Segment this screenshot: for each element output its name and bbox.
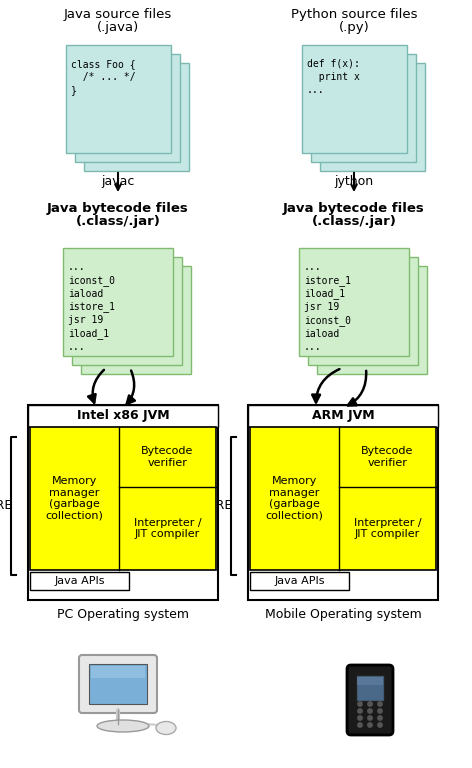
Circle shape <box>368 716 372 720</box>
Circle shape <box>378 716 382 720</box>
FancyBboxPatch shape <box>308 257 418 365</box>
Bar <box>250 427 436 570</box>
Text: Memory
manager
(garbage
collection): Memory manager (garbage collection) <box>46 476 103 521</box>
Circle shape <box>378 709 382 713</box>
FancyBboxPatch shape <box>75 54 180 162</box>
Text: Java APIs: Java APIs <box>54 576 105 586</box>
Ellipse shape <box>97 720 149 732</box>
Text: javac: javac <box>101 176 135 188</box>
Text: (.py): (.py) <box>338 21 370 34</box>
Text: Bytecode
verifier: Bytecode verifier <box>141 446 194 468</box>
Bar <box>30 572 129 590</box>
Circle shape <box>378 702 382 707</box>
Bar <box>250 572 349 590</box>
Text: PC Operating system: PC Operating system <box>57 608 189 621</box>
Text: Intel x86 JVM: Intel x86 JVM <box>76 409 169 422</box>
FancyBboxPatch shape <box>302 45 407 153</box>
Circle shape <box>368 723 372 727</box>
Circle shape <box>368 702 372 707</box>
Text: Java bytecode files: Java bytecode files <box>283 202 425 215</box>
Text: Interpreter /
JIT compiler: Interpreter / JIT compiler <box>354 518 421 539</box>
FancyBboxPatch shape <box>89 664 147 704</box>
FancyBboxPatch shape <box>91 666 145 678</box>
Text: JRE: JRE <box>213 499 233 512</box>
Text: ...
iconst_0
iaload
istore_1
jsr 19
iload_1
...: ... iconst_0 iaload istore_1 jsr 19 iloa… <box>68 262 115 352</box>
FancyBboxPatch shape <box>84 63 189 171</box>
Text: ...
istore_1
iload_1
jsr 19
iconst_0
iaload
...: ... istore_1 iload_1 jsr 19 iconst_0 ial… <box>304 262 351 352</box>
FancyBboxPatch shape <box>79 655 157 713</box>
Text: Java APIs: Java APIs <box>274 576 325 586</box>
Text: Python source files: Python source files <box>291 8 417 21</box>
Text: jython: jython <box>335 176 373 188</box>
FancyBboxPatch shape <box>317 266 427 374</box>
Bar <box>28 405 218 600</box>
FancyArrowPatch shape <box>348 371 366 406</box>
FancyBboxPatch shape <box>72 257 182 365</box>
Circle shape <box>358 709 362 713</box>
Text: (.java): (.java) <box>97 21 139 34</box>
FancyBboxPatch shape <box>347 665 393 735</box>
Text: Mobile Operating system: Mobile Operating system <box>265 608 421 621</box>
Bar <box>30 427 216 570</box>
Text: (.class/.jar): (.class/.jar) <box>312 215 396 228</box>
Text: ARM JVM: ARM JVM <box>312 409 374 422</box>
Text: class Foo {
  /* ... */
}: class Foo { /* ... */ } <box>71 59 135 94</box>
FancyArrowPatch shape <box>127 370 135 404</box>
FancyBboxPatch shape <box>356 675 384 701</box>
Circle shape <box>358 716 362 720</box>
Text: Memory
manager
(garbage
collection): Memory manager (garbage collection) <box>266 476 323 521</box>
FancyBboxPatch shape <box>357 677 383 685</box>
Circle shape <box>358 702 362 707</box>
Circle shape <box>368 709 372 713</box>
FancyBboxPatch shape <box>66 45 171 153</box>
Circle shape <box>378 723 382 727</box>
FancyBboxPatch shape <box>299 248 409 356</box>
FancyArrowPatch shape <box>312 369 339 402</box>
Ellipse shape <box>156 721 176 734</box>
Bar <box>28 405 218 427</box>
FancyBboxPatch shape <box>63 248 173 356</box>
Text: (.class/.jar): (.class/.jar) <box>76 215 160 228</box>
FancyBboxPatch shape <box>320 63 425 171</box>
FancyBboxPatch shape <box>81 266 191 374</box>
Text: Java source files: Java source files <box>64 8 172 21</box>
Text: Bytecode
verifier: Bytecode verifier <box>361 446 413 468</box>
FancyBboxPatch shape <box>311 54 416 162</box>
FancyArrowPatch shape <box>88 370 104 402</box>
Text: Interpreter /
JIT compiler: Interpreter / JIT compiler <box>134 518 202 539</box>
Bar <box>248 405 438 600</box>
Text: JRE: JRE <box>0 499 13 512</box>
Bar <box>248 405 438 427</box>
Circle shape <box>358 723 362 727</box>
Text: Java bytecode files: Java bytecode files <box>47 202 189 215</box>
Text: def f(x):
  print x
...: def f(x): print x ... <box>307 59 360 94</box>
